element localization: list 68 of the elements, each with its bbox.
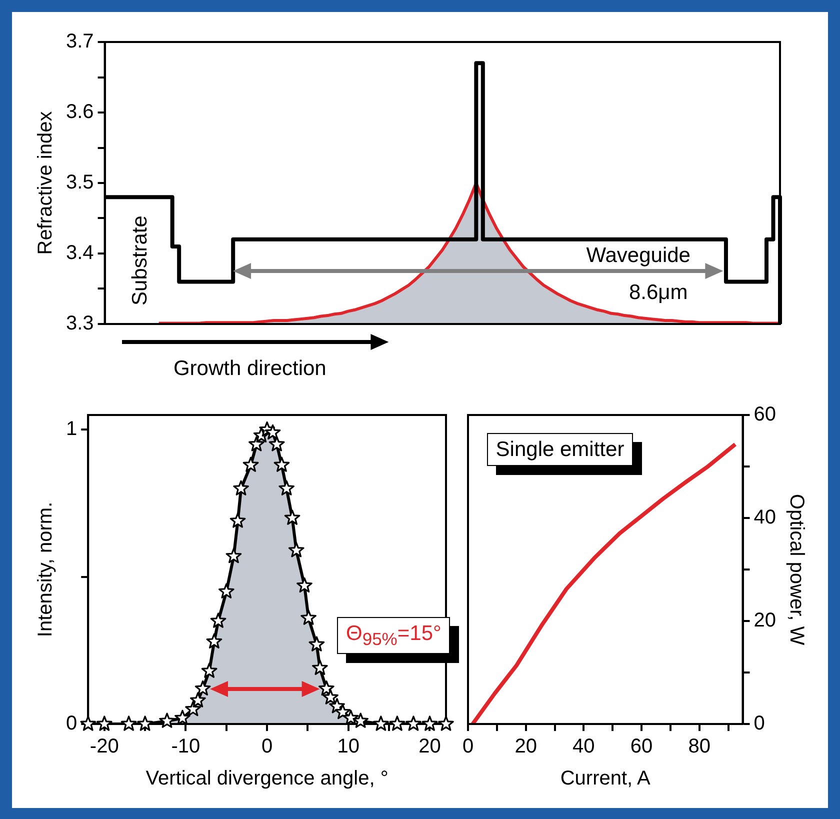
point: [159, 712, 175, 728]
y-tick-label: 3.7: [66, 30, 94, 53]
annotation: Θ$_{95%}$=15°: [337, 616, 450, 654]
point: [206, 633, 222, 648]
x-tick-label: 40: [572, 736, 595, 758]
x-tick-label: -20: [90, 736, 119, 758]
point: [137, 716, 153, 731]
point: [96, 716, 112, 731]
annotation: 8.6μm: [628, 280, 688, 304]
point: [318, 680, 334, 696]
x-tick-label: 0: [262, 736, 273, 758]
y-tick-label: 3.3: [66, 312, 94, 335]
point: [230, 512, 246, 528]
point: [296, 577, 312, 593]
y2-tick-label: 20: [754, 610, 776, 632]
y-axis-title: Intensity, norm.: [34, 502, 57, 638]
point: [233, 480, 249, 496]
x-tick-label: 60: [630, 736, 653, 758]
y-tick-label: 3.4: [66, 242, 94, 264]
point: [190, 692, 206, 708]
point: [352, 712, 369, 728]
point: [322, 689, 338, 704]
y-axis-title: Refractive index: [34, 111, 57, 255]
point: [185, 700, 201, 716]
point: [218, 583, 234, 598]
annotation: Waveguide: [586, 244, 690, 268]
x-tick-label: 0: [462, 736, 474, 758]
point: [242, 456, 259, 472]
point: [422, 716, 438, 731]
point: [389, 716, 406, 731]
y-tick-label: 3.6: [66, 101, 94, 124]
y2-tick-label: 60: [754, 404, 776, 426]
y-tick-label: 0: [66, 712, 78, 735]
x-tick-label: -10: [171, 736, 200, 758]
y-tick-label: 1: [66, 418, 78, 440]
point: [438, 716, 454, 731]
point: [342, 710, 359, 725]
point: [201, 662, 218, 678]
annotation: Single emitter: [486, 433, 634, 466]
point: [312, 660, 328, 675]
point: [274, 456, 290, 472]
point: [373, 716, 389, 731]
y2-tick-label: 40: [754, 506, 776, 529]
x-tick-label: 10: [337, 736, 360, 758]
y2-tick-label: 0: [754, 712, 765, 735]
point: [308, 636, 325, 652]
point: [226, 548, 242, 564]
point: [284, 510, 300, 525]
point: [120, 716, 137, 731]
y-tick-label: 3.5: [66, 172, 94, 194]
point: [268, 436, 285, 452]
y2-axis-title: Optical power, W: [785, 494, 808, 646]
point: [264, 424, 281, 440]
point: [278, 480, 295, 496]
point: [174, 710, 190, 725]
text: Growth direction: [173, 356, 326, 380]
point: [194, 680, 211, 696]
point: [248, 436, 264, 452]
point: [406, 716, 422, 731]
x-tick-label: 20: [418, 736, 441, 758]
point: [210, 612, 226, 628]
x-axis-title: Current, A: [560, 768, 652, 790]
point: [300, 610, 316, 625]
x-axis-title: Vertical divergence angle, °: [146, 768, 388, 790]
annotation: Substrate: [128, 216, 152, 306]
point: [288, 542, 304, 558]
x-tick-label: 80: [688, 736, 710, 758]
x-tick-label: 20: [514, 736, 537, 758]
